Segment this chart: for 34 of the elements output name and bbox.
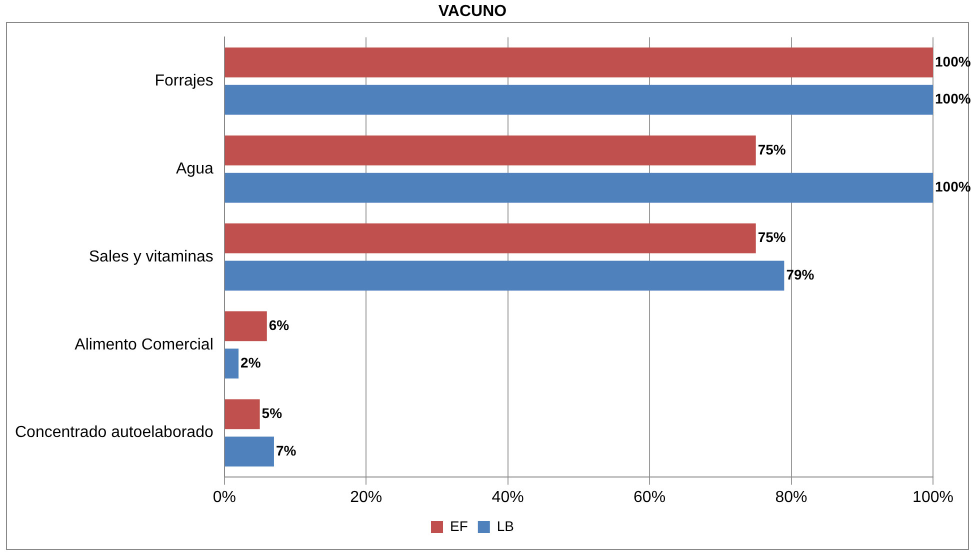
x-tick-label: 0% bbox=[212, 488, 236, 506]
data-label: 2% bbox=[240, 354, 262, 370]
y-tick-label: Forrajes bbox=[154, 72, 214, 90]
data-label: 75% bbox=[758, 141, 786, 158]
bar bbox=[224, 172, 933, 203]
bar bbox=[224, 84, 933, 115]
bar bbox=[224, 260, 784, 291]
data-label: 79% bbox=[786, 266, 815, 283]
x-tick-label: 60% bbox=[634, 488, 666, 506]
bar bbox=[224, 399, 260, 430]
x-tick-label: 40% bbox=[492, 488, 524, 506]
x-tick-label: 100% bbox=[912, 488, 954, 506]
bar bbox=[224, 436, 274, 466]
bar bbox=[224, 135, 756, 166]
data-label: 100% bbox=[935, 178, 971, 195]
legend-label: EF bbox=[450, 518, 468, 534]
y-tick-label: Sales y vitaminas bbox=[88, 248, 214, 266]
bar bbox=[224, 48, 933, 78]
bar bbox=[224, 311, 267, 342]
data-label: 100% bbox=[935, 53, 971, 70]
bar bbox=[224, 348, 239, 379]
data-label: 7% bbox=[276, 442, 297, 458]
data-label: 75% bbox=[758, 229, 786, 246]
data-label: 5% bbox=[262, 405, 283, 422]
legend-label: LB bbox=[496, 518, 514, 534]
chart-title: VACUNO bbox=[438, 3, 507, 20]
y-tick-label: Alimento Comercial bbox=[74, 336, 214, 354]
y-tick-label: Concentrado autoelaborado bbox=[15, 424, 214, 442]
data-label: 100% bbox=[935, 90, 971, 107]
bar bbox=[224, 223, 756, 254]
x-tick-label: 80% bbox=[775, 488, 808, 506]
y-tick-label: Agua bbox=[176, 160, 214, 178]
x-tick-label: 20% bbox=[350, 488, 382, 506]
data-label: 6% bbox=[268, 317, 290, 334]
